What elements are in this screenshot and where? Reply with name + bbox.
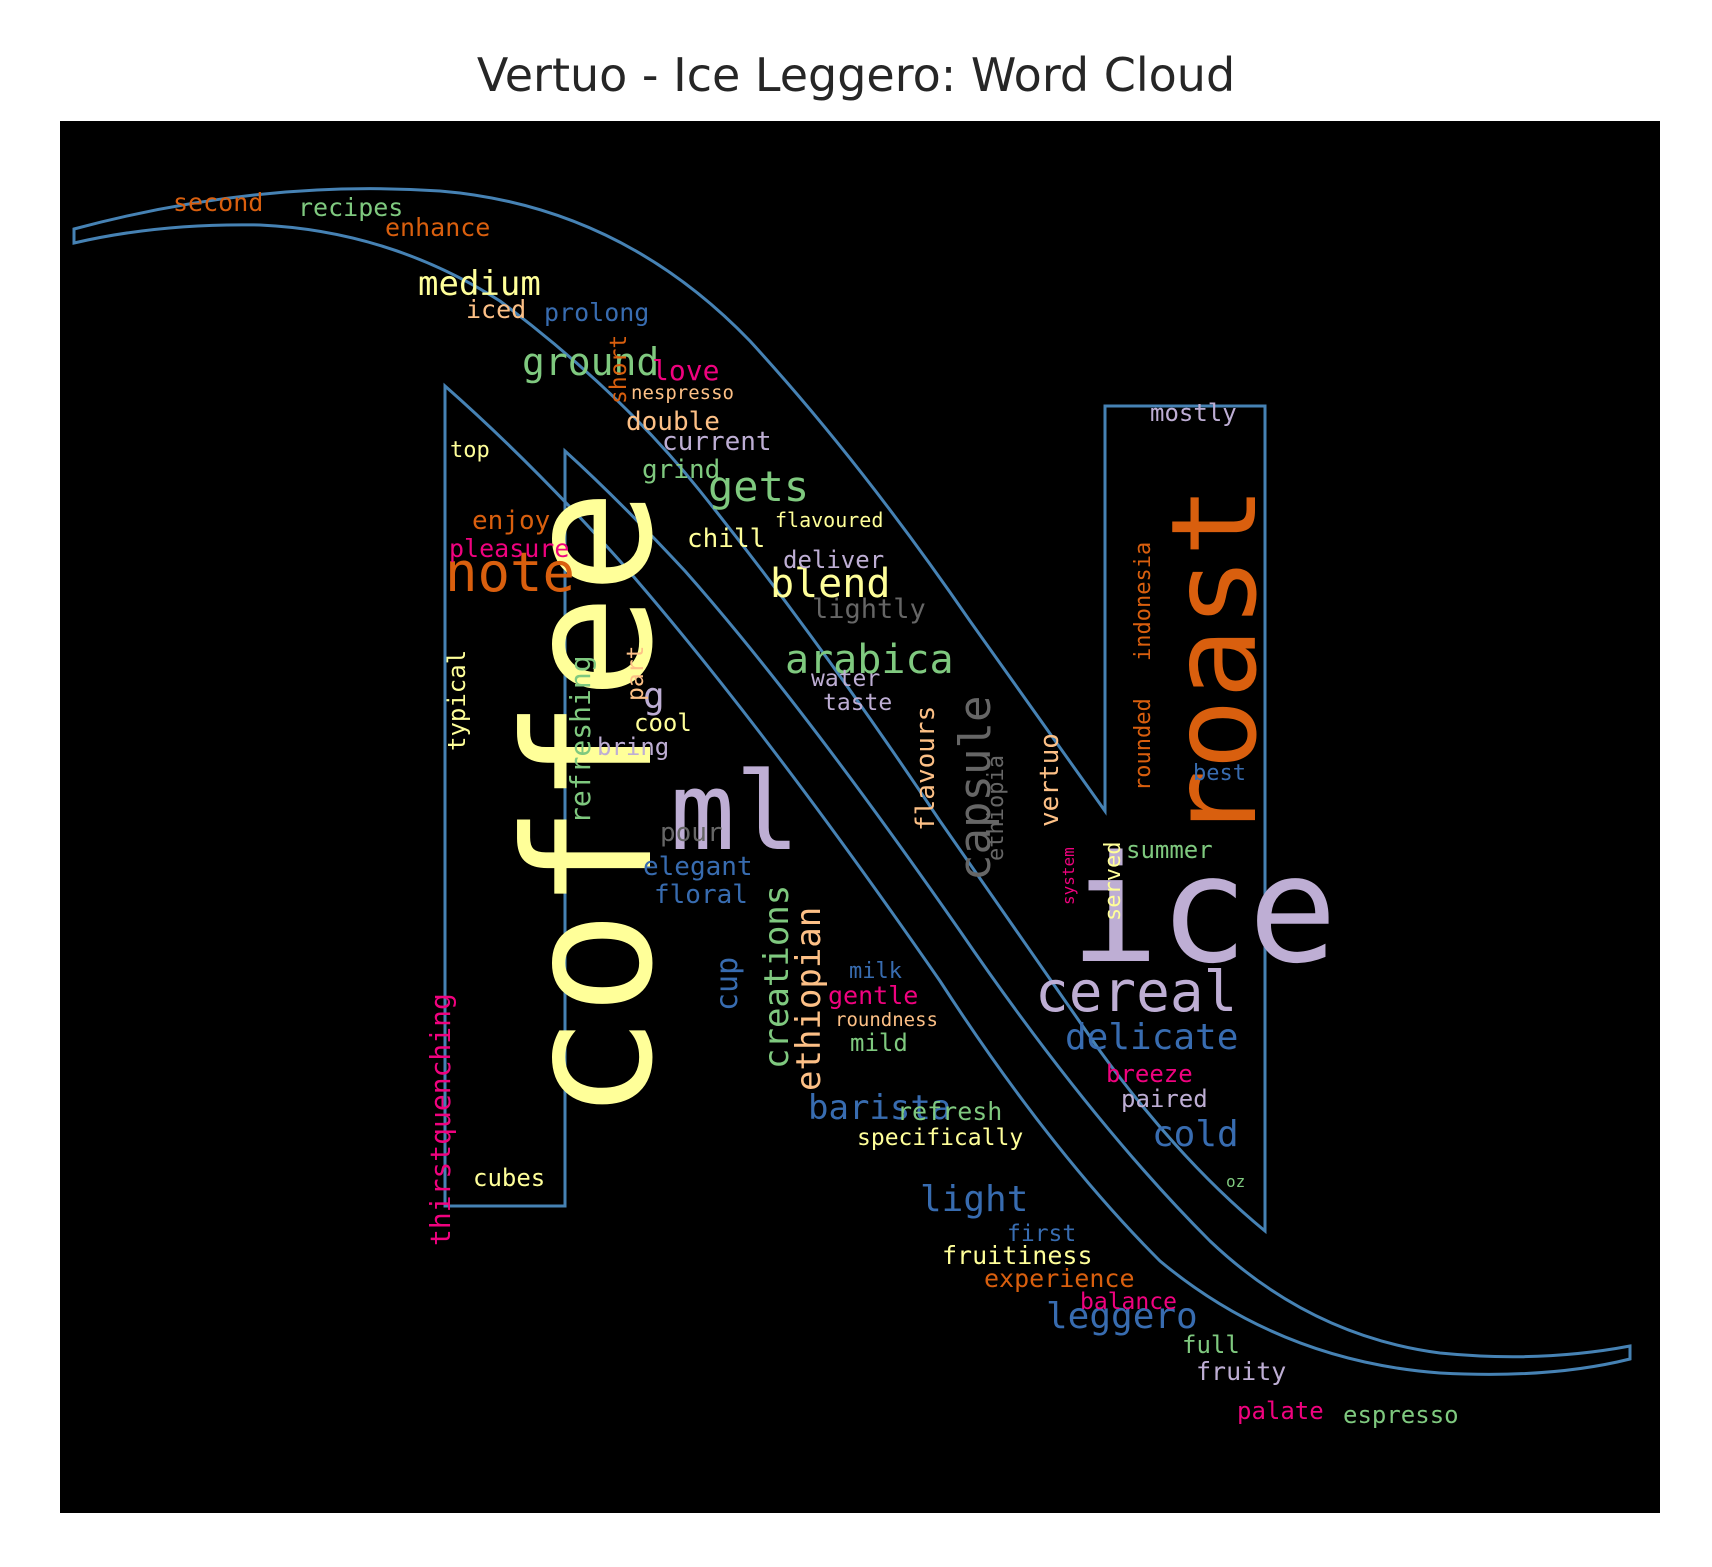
- word-top: top: [450, 438, 490, 463]
- word-ethiopia: ethiopia: [984, 755, 1009, 861]
- mask-outline-2: [443, 382, 1632, 1376]
- word-ml: ml: [670, 750, 800, 875]
- word-refreshing: refreshing: [564, 655, 597, 824]
- word-barista: barista: [808, 1088, 951, 1128]
- word-paired: paired: [1121, 1085, 1208, 1113]
- word-elegant: elegant: [643, 852, 753, 882]
- word-prolong: prolong: [544, 298, 649, 327]
- word-short: short: [606, 335, 632, 404]
- word-part: part: [623, 646, 649, 701]
- word-bring: bring: [597, 733, 669, 761]
- word-ice: ice: [1070, 824, 1337, 996]
- word-cloud-panel: coffee ice roast ml note cereal capsule blend ar…: [60, 121, 1660, 1513]
- word-experience: experience: [984, 1264, 1135, 1293]
- word-iced: iced: [466, 295, 526, 324]
- word-typical: typical: [443, 650, 471, 751]
- word-capsule: capsule: [950, 696, 1001, 881]
- word-lightly: lightly: [812, 594, 926, 625]
- word-second: second: [173, 188, 263, 217]
- word-thirstquenching: thirstquenching: [424, 993, 457, 1246]
- word-fruity: fruity: [1196, 1357, 1286, 1386]
- word-cereal: cereal: [1035, 960, 1237, 1025]
- word-pour: pour: [660, 818, 723, 848]
- word-blend: blend: [770, 561, 890, 607]
- chart-title: Vertuo - Ice Leggero: Word Cloud: [476, 48, 1236, 102]
- word-note: note: [445, 541, 575, 604]
- word-system: system: [1059, 847, 1078, 905]
- word-mild: mild: [850, 1029, 908, 1057]
- word-cup: cup: [710, 957, 745, 1011]
- word-medium: medium: [418, 264, 541, 304]
- word-vertuo: vertuo: [1035, 733, 1065, 827]
- word-mostly: mostly: [1150, 399, 1237, 427]
- word-first: first: [1007, 1221, 1076, 1247]
- word-grind: grind: [642, 455, 720, 485]
- word-taste: taste: [823, 690, 892, 716]
- word-specifically: specifically: [857, 1125, 1023, 1151]
- word-balance: balance: [1080, 1289, 1177, 1315]
- word-fruitiness: fruitiness: [942, 1241, 1093, 1270]
- word-flavoured: flavoured: [775, 508, 883, 532]
- word-chill: chill: [687, 524, 765, 554]
- word-summer: summer: [1126, 836, 1213, 864]
- word-cold: cold: [1152, 1114, 1239, 1155]
- word-espresso: espresso: [1343, 1401, 1459, 1429]
- word-milk: milk: [849, 959, 902, 984]
- word-coffee: coffee: [489, 489, 692, 1121]
- word-full: full: [1182, 1331, 1240, 1359]
- word-palate: palate: [1237, 1397, 1324, 1425]
- word-rounded: rounded: [1131, 698, 1156, 791]
- word-cubes: cubes: [473, 1164, 545, 1192]
- word-gets: gets: [708, 462, 809, 511]
- mask-outline-group: [72, 187, 1632, 1376]
- word-delicate: delicate: [1065, 1017, 1238, 1058]
- word-arabica: arabica: [785, 637, 954, 683]
- word-ground: ground: [522, 340, 659, 384]
- word-refresh: refresh: [897, 1097, 1002, 1126]
- word-enjoy: enjoy: [472, 506, 550, 536]
- word-enhance: enhance: [385, 213, 490, 242]
- word-double: double: [626, 407, 720, 437]
- word-flavours: flavours: [911, 706, 941, 831]
- word-leggero: leggero: [1046, 1296, 1198, 1337]
- word-roast: roast: [1145, 486, 1283, 841]
- word-cool: cool: [634, 709, 692, 737]
- word-breeze: breeze: [1106, 1060, 1193, 1088]
- word-oz: oz: [1226, 1172, 1245, 1191]
- word-g: g: [643, 676, 665, 717]
- word-deliver: deliver: [783, 546, 884, 574]
- word-nespresso: nespresso: [631, 382, 734, 404]
- word-best: best: [1193, 761, 1246, 786]
- word-creations: creations: [757, 885, 797, 1069]
- word-recipes: recipes: [298, 193, 403, 222]
- word-indonesia: indonesia: [1131, 542, 1156, 661]
- mask-outline-1: [72, 187, 1267, 1235]
- word-current: current: [662, 427, 772, 457]
- word-love: love: [652, 354, 719, 387]
- word-light: light: [920, 1179, 1028, 1220]
- word-water: water: [811, 666, 880, 692]
- word-roundness: roundness: [835, 1009, 938, 1031]
- word-gentle: gentle: [828, 981, 918, 1010]
- word-pleasure: pleasure: [449, 534, 569, 563]
- word-floral: floral: [654, 880, 748, 910]
- word-ethiopian: ethiopian: [789, 907, 829, 1091]
- word-served: served: [1101, 842, 1126, 921]
